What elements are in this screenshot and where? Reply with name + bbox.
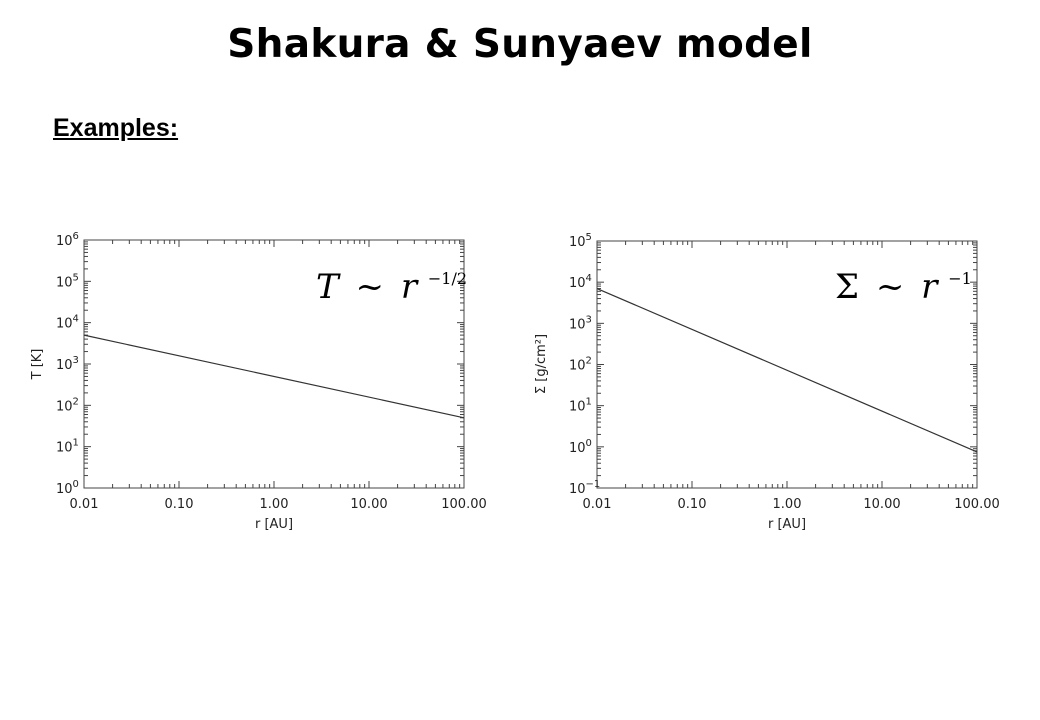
x-tick-label: 10.00: [350, 497, 387, 512]
temperature-series-line: [83, 334, 465, 419]
temperature-chart: 0.01 0.10 1.00 10.00 100.00 1001011021031041…: [30, 231, 487, 532]
x-tick-label: 0.10: [678, 497, 707, 512]
y-tick-labels-right: 10−1 100 101 102 103 104 105: [569, 232, 600, 497]
eq-right-base: r: [921, 267, 939, 307]
y-tick-label: 105: [56, 272, 79, 290]
x-tick-labels-right: 0.01 0.10 1.00 10.00 100.00: [583, 497, 1000, 512]
y-tick-label: 102: [569, 356, 592, 374]
y-axis-title-right: Σ [g/cm²]: [534, 334, 549, 394]
eq-right-symbol: Σ: [835, 267, 859, 307]
surface-density-series-line: [596, 287, 978, 453]
x-tick-labels-left: 0.01 0.10 1.00 10.00 100.00: [70, 497, 487, 512]
x-ticks-left: [83, 240, 461, 488]
y-tick-label: 100: [56, 479, 79, 497]
slide-title: Shakura & Sunyaev model: [227, 22, 813, 67]
y-tick-label: 101: [56, 438, 79, 456]
eq-right-exponent: −1: [948, 269, 972, 288]
x-tick-label: 10.00: [863, 497, 900, 512]
eq-left-relation: ~: [356, 267, 385, 307]
y-tick-label: 104: [569, 273, 592, 291]
y-tick-label: 103: [56, 355, 79, 373]
x-axis-title-right: r [AU]: [768, 517, 806, 532]
x-tick-label: 1.00: [260, 497, 289, 512]
eq-left-base: r: [401, 267, 419, 307]
y-tick-label: 102: [56, 396, 79, 414]
y-tick-label: 103: [569, 314, 592, 332]
x-tick-label: 0.01: [70, 497, 99, 512]
plot-frame-right: [596, 240, 978, 489]
y-tick-label: 100: [569, 438, 592, 456]
y-tick-label: 105: [569, 232, 592, 250]
y-tick-label: 106: [56, 231, 79, 249]
surface-density-chart: 0.01 0.10 1.00 10.00 100.00 10−1 100 101 102 103…: [534, 232, 1000, 532]
eq-right-relation: ~: [876, 267, 905, 307]
y-tick-labels-left: 100 101 102 103 104 105 106: [56, 231, 79, 497]
y-ticks-left: [84, 241, 464, 489]
x-tick-label: 1.00: [773, 497, 802, 512]
x-tick-label: 0.10: [165, 497, 194, 512]
examples-heading: Examples:: [53, 114, 179, 142]
eq-left-exponent: −1/2: [428, 269, 467, 288]
y-tick-label: 10−1: [569, 479, 600, 497]
eq-left-symbol: T: [316, 267, 341, 307]
y-ticks-right: [597, 242, 977, 489]
y-tick-label: 101: [569, 397, 592, 415]
x-tick-label: 100.00: [441, 497, 487, 512]
x-ticks-right: [596, 241, 974, 488]
y-tick-label: 104: [56, 314, 79, 332]
x-tick-label: 0.01: [583, 497, 612, 512]
y-axis-title-left: T [K]: [30, 349, 45, 381]
temperature-equation: T ~ r −1/2: [316, 267, 467, 307]
x-axis-title-left: r [AU]: [255, 517, 293, 532]
sigma-equation: Σ ~ r −1: [835, 267, 972, 307]
x-tick-label: 100.00: [954, 497, 1000, 512]
